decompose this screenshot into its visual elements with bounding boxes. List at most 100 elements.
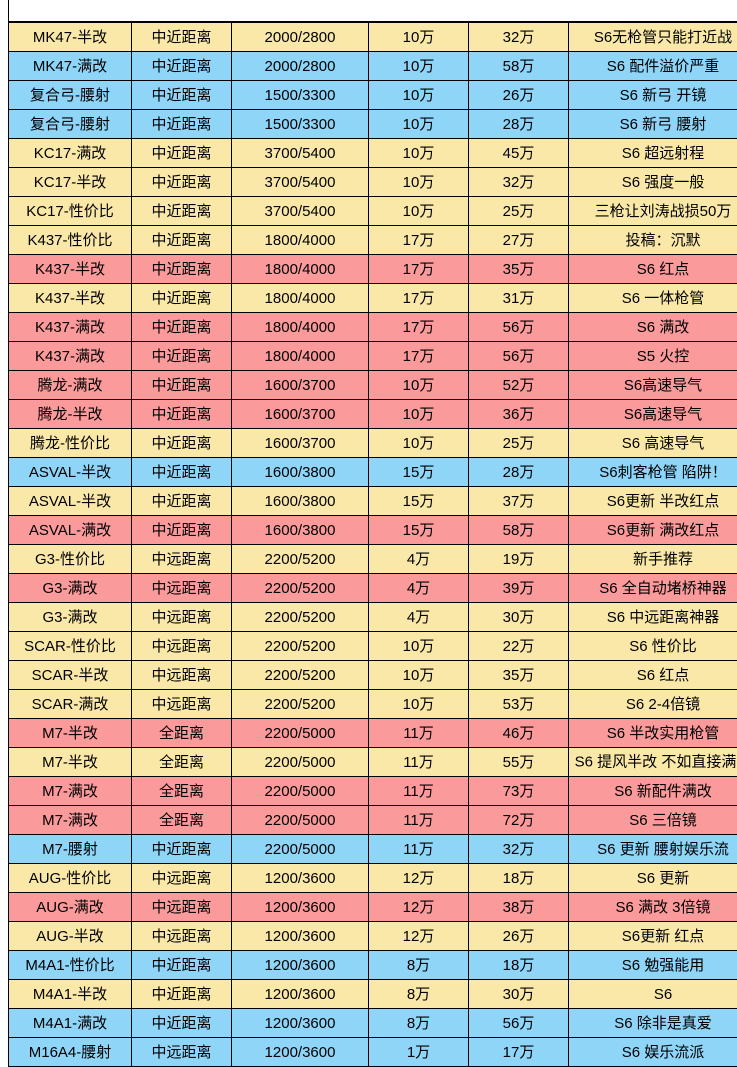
- cell-note[interactable]: S6 满改: [569, 313, 737, 342]
- cell-engagement-range[interactable]: 全距离: [132, 719, 232, 748]
- cell-distance[interactable]: 2200/5200: [232, 661, 369, 690]
- cell-weapon-name[interactable]: MK47-满改: [9, 52, 132, 81]
- cell-distance[interactable]: 1800/4000: [232, 226, 369, 255]
- cell-distance[interactable]: 1600/3800: [232, 458, 369, 487]
- cell-note[interactable]: S6 2-4倍镜: [569, 690, 737, 719]
- cell-ammo-cost[interactable]: 15万: [369, 458, 469, 487]
- cell-note[interactable]: S6 娱乐流派: [569, 1038, 737, 1067]
- cell-ammo-cost[interactable]: 10万: [369, 81, 469, 110]
- cell-note[interactable]: S6高速导气: [569, 371, 737, 400]
- cell-total-price[interactable]: 28万: [469, 110, 569, 139]
- cell-note[interactable]: S6 超远射程: [569, 139, 737, 168]
- cell-weapon-name[interactable]: M7-半改: [9, 748, 132, 777]
- cell-weapon-name[interactable]: AUG-满改: [9, 893, 132, 922]
- cell-distance[interactable]: 2000/2800: [232, 23, 369, 52]
- cell-note[interactable]: S6更新 红点: [569, 922, 737, 951]
- cell-weapon-name[interactable]: KC17-性价比: [9, 197, 132, 226]
- cell-weapon-name[interactable]: ASVAL-满改: [9, 516, 132, 545]
- cell-ammo-cost[interactable]: 17万: [369, 226, 469, 255]
- cell-distance[interactable]: 2200/5000: [232, 777, 369, 806]
- cell-note[interactable]: S6 高速导气: [569, 429, 737, 458]
- cell-ammo-cost[interactable]: 12万: [369, 864, 469, 893]
- cell-weapon-name[interactable]: SCAR-满改: [9, 690, 132, 719]
- cell-distance[interactable]: 2200/5200: [232, 603, 369, 632]
- cell-ammo-cost[interactable]: 15万: [369, 516, 469, 545]
- cell-engagement-range[interactable]: 中近距离: [132, 23, 232, 52]
- cell-distance[interactable]: 1500/3300: [232, 110, 369, 139]
- cell-note[interactable]: S6刺客枪管 陷阱！: [569, 458, 737, 487]
- cell-weapon-name[interactable]: 腾龙-性价比: [9, 429, 132, 458]
- cell-distance[interactable]: 1600/3700: [232, 371, 369, 400]
- cell-distance[interactable]: 2200/5000: [232, 835, 369, 864]
- cell-total-price[interactable]: 32万: [469, 835, 569, 864]
- cell-engagement-range[interactable]: 中近距离: [132, 52, 232, 81]
- cell-note[interactable]: S6 更新: [569, 864, 737, 893]
- cell-weapon-name[interactable]: ASVAL-半改: [9, 487, 132, 516]
- cell-note[interactable]: S6 半改实用枪管: [569, 719, 737, 748]
- cell-distance[interactable]: 3700/5400: [232, 168, 369, 197]
- cell-ammo-cost[interactable]: 10万: [369, 197, 469, 226]
- cell-ammo-cost[interactable]: 10万: [369, 23, 469, 52]
- cell-note[interactable]: S6高速导气: [569, 400, 737, 429]
- cell-engagement-range[interactable]: 中远距离: [132, 690, 232, 719]
- cell-ammo-cost[interactable]: 17万: [369, 313, 469, 342]
- cell-total-price[interactable]: 26万: [469, 922, 569, 951]
- cell-engagement-range[interactable]: 中近距离: [132, 429, 232, 458]
- cell-ammo-cost[interactable]: 4万: [369, 545, 469, 574]
- cell-ammo-cost[interactable]: 15万: [369, 487, 469, 516]
- cell-total-price[interactable]: 31万: [469, 284, 569, 313]
- cell-note[interactable]: S6 勉强能用: [569, 951, 737, 980]
- cell-ammo-cost[interactable]: 10万: [369, 110, 469, 139]
- cell-note[interactable]: S5 火控: [569, 342, 737, 371]
- cell-distance[interactable]: 3700/5400: [232, 197, 369, 226]
- cell-total-price[interactable]: 55万: [469, 748, 569, 777]
- cell-note[interactable]: S6更新 满改红点: [569, 516, 737, 545]
- cell-total-price[interactable]: 37万: [469, 487, 569, 516]
- cell-ammo-cost[interactable]: 11万: [369, 835, 469, 864]
- cell-distance[interactable]: 2200/5200: [232, 574, 369, 603]
- cell-distance[interactable]: 2200/5200: [232, 632, 369, 661]
- cell-note[interactable]: S6 提风半改 不如直接满改: [569, 748, 737, 777]
- cell-note[interactable]: S6 全自动堵桥神器: [569, 574, 737, 603]
- cell-note[interactable]: S6 新配件满改: [569, 777, 737, 806]
- cell-total-price[interactable]: 32万: [469, 23, 569, 52]
- cell-ammo-cost[interactable]: 11万: [369, 748, 469, 777]
- cell-engagement-range[interactable]: 中远距离: [132, 1038, 232, 1067]
- cell-total-price[interactable]: 58万: [469, 52, 569, 81]
- cell-engagement-range[interactable]: 中远距离: [132, 661, 232, 690]
- cell-total-price[interactable]: 58万: [469, 516, 569, 545]
- cell-weapon-name[interactable]: K437-半改: [9, 284, 132, 313]
- cell-engagement-range[interactable]: 中近距离: [132, 81, 232, 110]
- cell-engagement-range[interactable]: 中近距离: [132, 255, 232, 284]
- cell-total-price[interactable]: 22万: [469, 632, 569, 661]
- cell-distance[interactable]: 1600/3700: [232, 429, 369, 458]
- cell-total-price[interactable]: 25万: [469, 197, 569, 226]
- cell-distance[interactable]: 2000/2800: [232, 52, 369, 81]
- cell-weapon-name[interactable]: MK47-半改: [9, 23, 132, 52]
- cell-engagement-range[interactable]: 中远距离: [132, 864, 232, 893]
- cell-total-price[interactable]: 18万: [469, 951, 569, 980]
- cell-total-price[interactable]: 56万: [469, 313, 569, 342]
- cell-distance[interactable]: 1200/3600: [232, 922, 369, 951]
- cell-engagement-range[interactable]: 中近距离: [132, 516, 232, 545]
- cell-total-price[interactable]: 27万: [469, 226, 569, 255]
- cell-weapon-name[interactable]: AUG-性价比: [9, 864, 132, 893]
- cell-weapon-name[interactable]: M7-半改: [9, 719, 132, 748]
- cell-ammo-cost[interactable]: 10万: [369, 690, 469, 719]
